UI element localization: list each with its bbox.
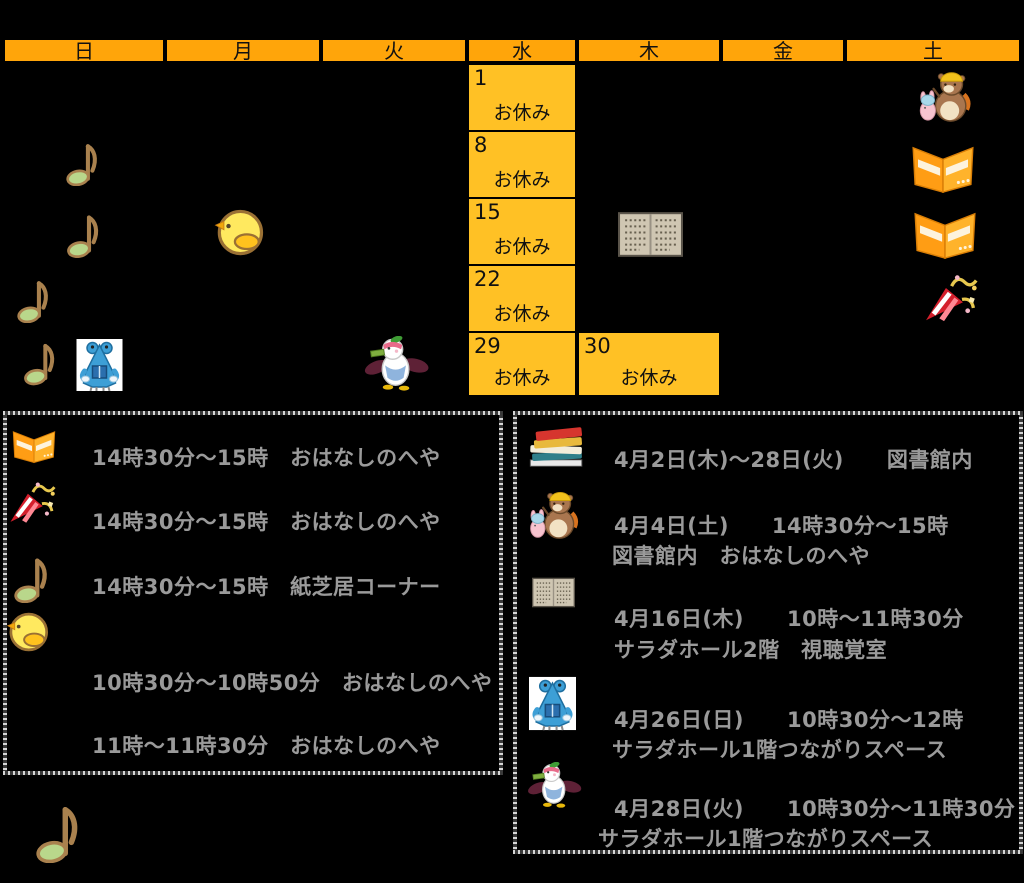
penguin-cook-icon <box>364 336 429 391</box>
day-header-sat: 土 <box>845 38 1021 63</box>
date-number: 30 <box>584 334 611 358</box>
event-entry: 14時30分～15時 紙芝居コーナー <box>92 575 441 599</box>
blue-mascot-reading-icon <box>76 339 123 391</box>
music-note-icon <box>66 139 99 186</box>
day-header-thu: 木 <box>577 38 721 63</box>
event-entry: 14時30分～15時 おはなしのへや <box>92 446 441 470</box>
date-number: 15 <box>474 200 501 224</box>
closed-label: お休み <box>493 367 551 389</box>
blue-mascot-reading-icon <box>529 675 576 732</box>
open-book-icon <box>907 144 979 194</box>
duck-icon <box>212 207 267 258</box>
day-header-sun: 日 <box>3 38 165 63</box>
event-entry: 11時～11時30分 おはなしのへや <box>92 734 441 758</box>
music-note-icon <box>67 210 100 258</box>
date-number: 8 <box>474 133 488 157</box>
music-note-icon <box>24 337 56 387</box>
open-book-icon <box>909 210 981 260</box>
calendar-cell-apr29: 29 お休み <box>467 331 577 397</box>
kamishibai-photo-icon <box>618 212 683 257</box>
event-entry: 10時30分～10時50分 おはなしのへや <box>92 671 493 695</box>
event-entry: 4月2日(木)～28日(火) 図書館内 <box>614 448 973 472</box>
event-entry: サラダホール1階つながりスペース <box>598 827 934 851</box>
day-header-wed: 水 <box>467 38 577 63</box>
calendar-cell-apr30: 30 お休み <box>577 331 721 397</box>
book-stack-icon <box>524 423 590 469</box>
penguin-cook-icon <box>527 762 582 808</box>
event-entry: 4月26日(日) 10時30分～12時 <box>614 708 964 732</box>
party-popper-icon <box>8 478 61 526</box>
date-number: 1 <box>474 66 488 90</box>
date-number: 22 <box>474 267 501 291</box>
closed-label: お休み <box>493 102 551 124</box>
closed-label: お休み <box>493 303 551 325</box>
calendar-cell-apr15: 15 お休み <box>467 197 577 266</box>
duck-icon <box>4 611 52 653</box>
calendar-cell-apr1: 1 お休み <box>467 63 577 132</box>
day-header-tue: 火 <box>321 38 467 63</box>
event-entry: 4月16日(木) 10時～11時30分 <box>614 607 964 631</box>
bear-and-rabbit-icon <box>916 68 972 123</box>
open-book-icon <box>10 424 58 469</box>
special-events-panel: 4月2日(木)～28日(火) 図書館内 4月4日(土) 14時30分～15時 図… <box>513 411 1023 854</box>
event-entry: 4月4日(土) 14時30分～15時 <box>614 514 949 538</box>
event-entry: 14時30分～15時 おはなしのへや <box>92 510 441 534</box>
bear-and-rabbit-icon <box>527 484 579 544</box>
event-entry: サラダホール1階つながりスペース <box>612 738 948 762</box>
event-entry: サラダホール2階 視聴覚室 <box>614 638 888 662</box>
closed-label: お休み <box>493 169 551 191</box>
music-note-icon <box>17 276 50 323</box>
kamishibai-photo-icon <box>532 577 575 608</box>
event-entry: 図書館内 おはなしのへや <box>612 544 870 568</box>
closed-label: お休み <box>620 367 678 389</box>
music-note-icon <box>33 800 83 863</box>
closed-label: お休み <box>493 236 551 258</box>
music-note-icon <box>14 553 49 603</box>
calendar-cell-apr8: 8 お休み <box>467 130 577 199</box>
party-popper-icon <box>921 271 986 324</box>
weekly-events-panel: 14時30分～15時 おはなしのへや 14時30分～15時 おはなしのへや 14… <box>3 411 503 775</box>
event-entry: 4月28日(火) 10時30分～11時30分 <box>614 797 1016 821</box>
day-header-mon: 月 <box>165 38 321 63</box>
date-number: 29 <box>474 334 501 358</box>
day-header-fri: 金 <box>721 38 845 63</box>
calendar-cell-apr22: 22 お休み <box>467 264 577 333</box>
